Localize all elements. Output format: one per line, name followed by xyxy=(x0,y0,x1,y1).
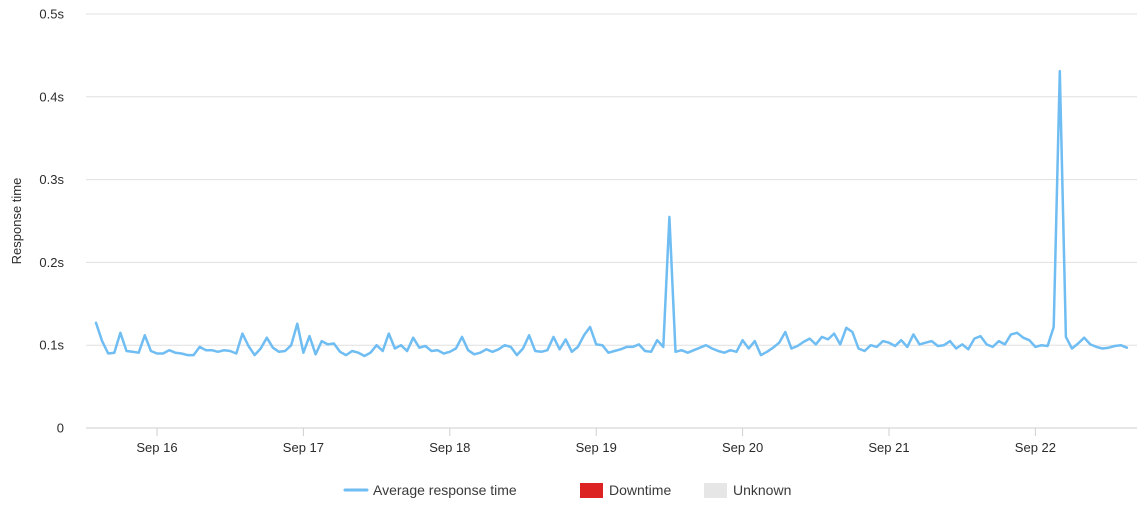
series-line-average-response-time xyxy=(94,69,1129,358)
legend: Average response time Downtime Unknown xyxy=(343,482,791,498)
y-axis-title: Response time xyxy=(9,178,24,265)
legend-box-swatch xyxy=(580,483,603,498)
x-tick-label: Sep 18 xyxy=(429,440,470,455)
legend-item[interactable]: Unknown xyxy=(704,482,791,498)
x-tick-label: Sep 19 xyxy=(576,440,617,455)
y-tick-label: 0.2s xyxy=(39,255,64,270)
legend-label: Unknown xyxy=(733,482,791,498)
series-layer xyxy=(94,69,1129,358)
x-tick-label: Sep 21 xyxy=(868,440,909,455)
x-tick-label: Sep 20 xyxy=(722,440,763,455)
x-tick-label: Sep 16 xyxy=(136,440,177,455)
legend-label: Average response time xyxy=(373,482,517,498)
axis-layer: 0 0.1s 0.2s 0.3s 0.4s 0.5s Sep 16 Sep 17 Sep 18 S… xyxy=(39,7,1056,456)
legend-item[interactable]: Average response time xyxy=(343,482,517,498)
y-tick-label: 0 xyxy=(57,421,64,436)
legend-box-swatch xyxy=(704,483,727,498)
x-tick-label: Sep 22 xyxy=(1015,440,1056,455)
x-tick-label: Sep 17 xyxy=(283,440,324,455)
y-tick-label: 0.5s xyxy=(39,7,64,22)
grid-layer xyxy=(86,13,1137,429)
y-tick-label: 0.1s xyxy=(39,338,64,353)
legend-item[interactable]: Downtime xyxy=(580,482,671,498)
y-tick-label: 0.3s xyxy=(39,172,64,187)
y-tick-label: 0.4s xyxy=(39,89,64,104)
legend-label: Downtime xyxy=(609,482,671,498)
